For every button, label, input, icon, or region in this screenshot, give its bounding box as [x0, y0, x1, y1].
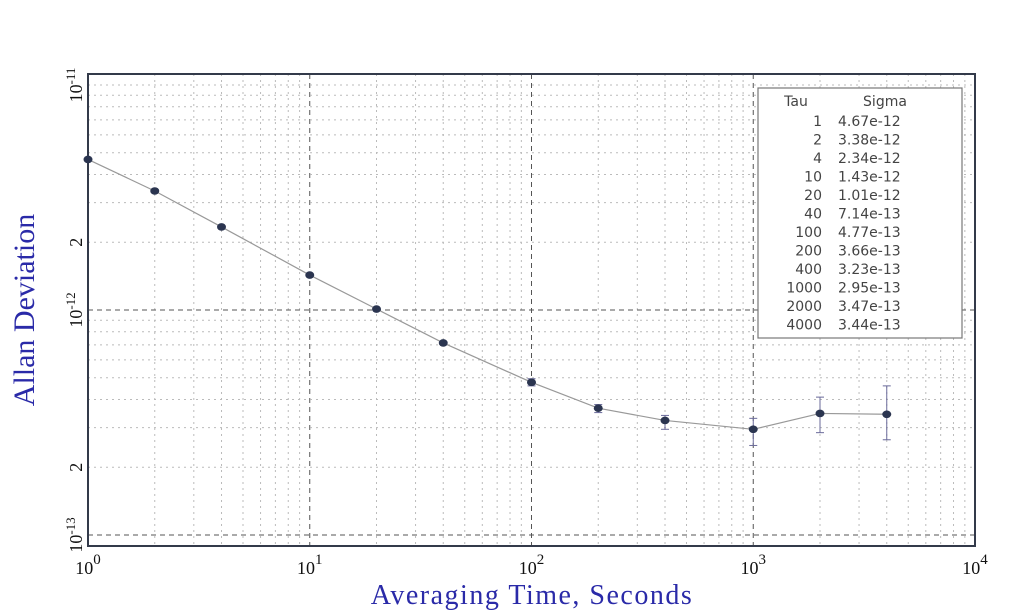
- legend-sigma-value: 2.95e-13: [838, 281, 901, 297]
- x-axis-label: Averaging Time, Seconds: [371, 580, 694, 610]
- legend-tau-value: 2000: [786, 299, 822, 315]
- y-axis-label: Allan Deviation: [8, 214, 41, 406]
- legend: Tau Sigma 1 4.67e-12 2 3.38e-12 4 2.34e-12 10 1.4…: [757, 87, 963, 339]
- data-point: [305, 271, 315, 279]
- x-tick-label: 103: [741, 552, 767, 578]
- legend-tau-value: 1000: [786, 281, 822, 297]
- legend-sigma-value: 4.67e-12: [838, 114, 901, 130]
- legend-box: [757, 87, 963, 339]
- legend-tau-value: 1: [813, 114, 822, 130]
- data-point: [660, 416, 670, 425]
- legend-tau-value: 10: [804, 170, 822, 186]
- legend-sigma-value: 3.44e-13: [838, 318, 901, 334]
- legend-tau-value: 200: [795, 244, 822, 260]
- data-point: [438, 339, 448, 347]
- legend-tau-value: 4: [813, 151, 822, 167]
- data-point: [217, 223, 227, 231]
- legend-tau-value: 100: [795, 225, 822, 241]
- data-point: [748, 425, 758, 434]
- legend-sigma-value: 4.77e-13: [838, 225, 901, 241]
- legend-tau-value: 20: [804, 188, 822, 204]
- y-tick-label: 10-13: [63, 517, 86, 552]
- x-tick-label: 102: [519, 552, 545, 578]
- legend-tau-value: 2: [813, 133, 822, 149]
- legend-tau-value: 400: [795, 262, 822, 278]
- series-line: [87, 158, 887, 430]
- data-point: [372, 305, 382, 313]
- legend-header-tau: Tau: [783, 94, 808, 110]
- y-tick-label: 10-12: [63, 292, 86, 327]
- legend-sigma-value: 1.01e-12: [838, 188, 901, 204]
- y-tick-label: 2: [66, 238, 86, 247]
- data-point: [527, 378, 536, 387]
- legend-header-sigma: Sigma: [863, 94, 907, 110]
- legend-sigma-value: 2.34e-12: [838, 151, 901, 167]
- legend-sigma-value: 3.23e-13: [838, 262, 901, 278]
- data-point: [593, 404, 603, 413]
- legend-tau-value: 40: [804, 207, 822, 223]
- data-point: [815, 409, 825, 418]
- legend-sigma-value: 3.47e-13: [838, 299, 901, 315]
- legend-sigma-value: 1.43e-12: [838, 170, 901, 186]
- x-tick-label: 101: [297, 552, 323, 578]
- series: [83, 155, 892, 446]
- data-point: [83, 155, 93, 164]
- legend-sigma-value: 3.66e-13: [838, 244, 901, 260]
- y-tick-label: 2: [66, 463, 86, 472]
- legend-sigma-value: 3.38e-12: [838, 133, 901, 149]
- plot-frame: [87, 73, 976, 547]
- legend-tau-value: 4000: [786, 318, 822, 334]
- data-point: [882, 410, 892, 419]
- data-point: [150, 187, 160, 195]
- legend-sigma-value: 7.14e-13: [838, 207, 901, 223]
- y-tick-label: 10-11: [63, 68, 86, 103]
- x-tick-label: 100: [75, 552, 101, 578]
- x-tick-label: 104: [962, 552, 988, 578]
